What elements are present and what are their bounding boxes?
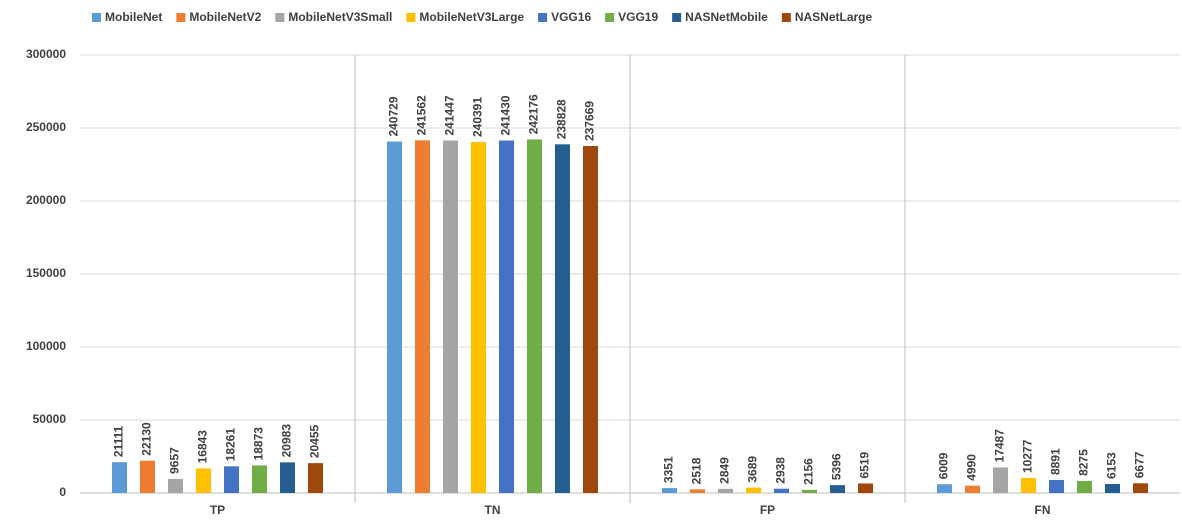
- x-tick-label: TN: [485, 503, 501, 517]
- data-label: 6153: [1105, 452, 1119, 479]
- data-label: 238828: [555, 99, 569, 139]
- y-tick-label: 300000: [26, 47, 66, 61]
- data-label: 18261: [224, 428, 238, 462]
- y-tick-label: 250000: [26, 120, 66, 134]
- data-label: 18873: [252, 427, 266, 461]
- bar: [308, 463, 323, 493]
- legend-swatch: [605, 13, 615, 22]
- data-label: 16843: [196, 430, 210, 464]
- data-label: 6009: [937, 452, 951, 479]
- legend-label: MobileNetV3Large: [419, 10, 524, 24]
- legend-swatch: [672, 13, 682, 22]
- legend-swatch: [538, 13, 548, 22]
- data-label: 20455: [308, 424, 322, 458]
- data-label: 6677: [1133, 451, 1147, 478]
- data-label: 22130: [140, 422, 154, 456]
- legend-swatch: [275, 13, 285, 22]
- legend-swatch: [406, 13, 416, 22]
- data-label: 8891: [1049, 448, 1063, 475]
- bar: [443, 140, 458, 494]
- y-tick-label: 150000: [26, 266, 66, 280]
- x-tick-label: TP: [210, 503, 225, 517]
- bar: [252, 465, 267, 493]
- data-label: 241430: [499, 95, 513, 135]
- bar: [112, 462, 127, 493]
- bar: [499, 140, 514, 493]
- bar: [583, 146, 598, 493]
- bar: [1077, 480, 1092, 493]
- data-label: 3351: [662, 456, 676, 483]
- bar: [168, 478, 183, 493]
- legend-label: MobileNetV3Small: [288, 10, 392, 24]
- legend-label: NASNetLarge: [795, 10, 873, 24]
- legend-swatch: [92, 13, 101, 22]
- y-tick-label: 200000: [26, 193, 66, 207]
- bar: [858, 483, 873, 493]
- bar: [1021, 477, 1036, 493]
- data-label: 2156: [802, 458, 816, 485]
- data-label: 10277: [1021, 439, 1035, 473]
- bar: [196, 468, 211, 493]
- y-tick-label: 100000: [26, 339, 66, 353]
- bar: [774, 488, 789, 493]
- legend-label: VGG16: [551, 10, 591, 24]
- bar: [830, 485, 845, 493]
- bar: [802, 489, 817, 493]
- bar: [280, 462, 295, 493]
- bar: [471, 142, 486, 493]
- y-tick-label: 50000: [33, 412, 67, 426]
- data-label: 6519: [858, 451, 872, 478]
- data-label: 242176: [527, 94, 541, 134]
- bar: [937, 484, 952, 493]
- x-tick-label: FP: [760, 503, 775, 517]
- data-label: 3689: [746, 456, 760, 483]
- bar: [1049, 480, 1064, 493]
- legend-label: VGG19: [618, 10, 658, 24]
- bar: [415, 140, 430, 494]
- legend-label: NASNetMobile: [685, 10, 768, 24]
- data-label: 8275: [1077, 449, 1091, 476]
- bar: [690, 489, 705, 493]
- data-label: 2518: [690, 457, 704, 484]
- data-label: 241447: [443, 95, 457, 135]
- data-label: 20983: [280, 424, 294, 458]
- bar: [746, 487, 761, 493]
- bar: [555, 144, 570, 493]
- bar: [387, 141, 402, 494]
- bar: [527, 139, 542, 493]
- data-label: 2849: [718, 457, 732, 484]
- bar: [1133, 483, 1148, 493]
- legend-label: MobileNet: [105, 10, 162, 24]
- x-tick-label: FN: [1035, 503, 1051, 517]
- legend-swatch: [781, 13, 791, 22]
- legend-label: MobileNetV2: [189, 10, 261, 24]
- bar: [224, 466, 239, 493]
- bar: [662, 488, 677, 493]
- bar: [965, 485, 980, 493]
- data-label: 9657: [168, 447, 182, 474]
- data-label: 5396: [830, 453, 844, 480]
- bar: [1105, 484, 1120, 493]
- data-label: 2938: [774, 457, 788, 484]
- data-label: 240729: [387, 96, 401, 136]
- data-label: 240391: [471, 97, 485, 137]
- data-label: 241562: [415, 95, 429, 135]
- data-label: 17487: [993, 429, 1007, 463]
- data-label: 4990: [965, 454, 979, 481]
- bar: [140, 460, 155, 493]
- bar: [718, 488, 733, 493]
- data-label: 237669: [583, 101, 597, 141]
- y-tick-label: 0: [59, 485, 66, 499]
- data-label: 21111: [112, 425, 126, 457]
- bar: [993, 467, 1008, 493]
- legend-swatch: [176, 13, 186, 22]
